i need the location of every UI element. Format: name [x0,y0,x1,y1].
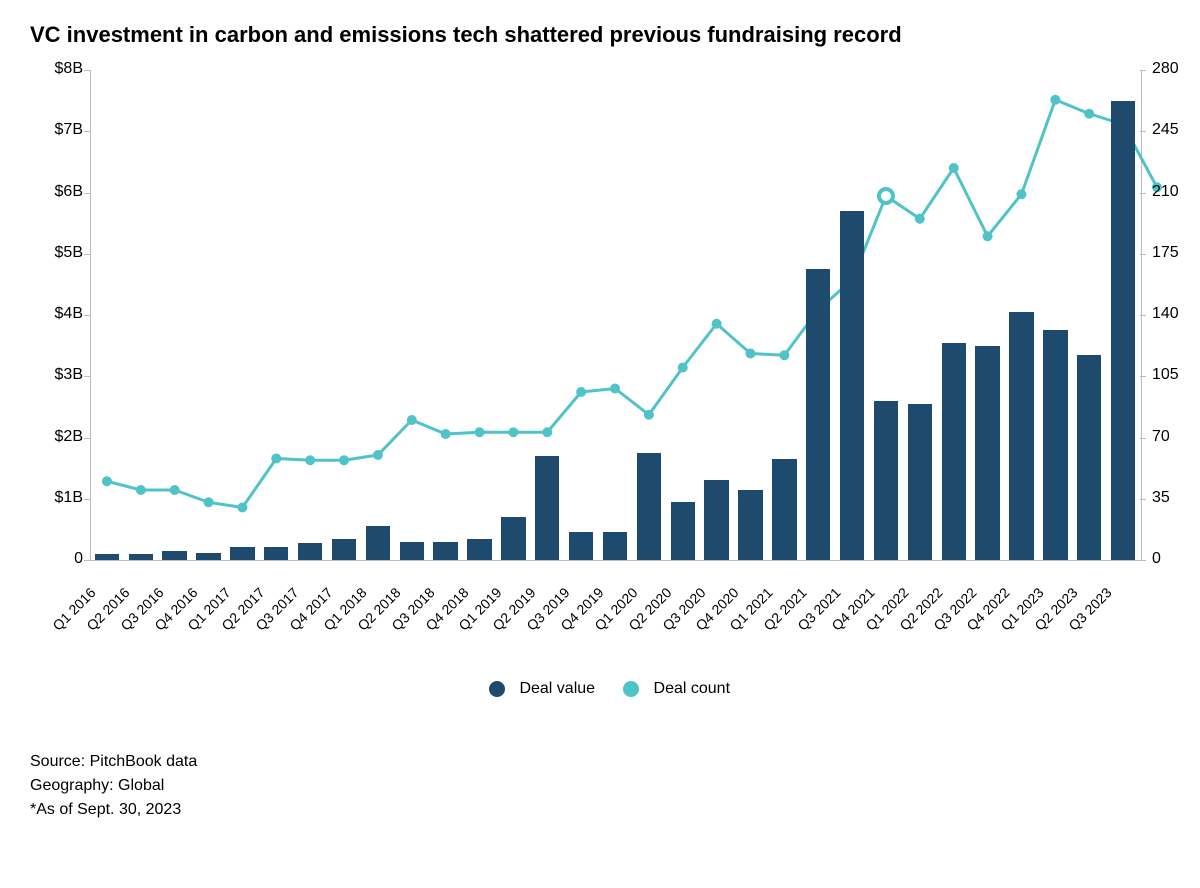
bar [942,343,966,560]
bar [95,554,119,560]
legend-swatch-line [623,681,639,697]
y-right-tick-label: 70 [1152,428,1200,446]
y-left-tick-label: $8B [28,60,83,78]
bar [874,401,898,560]
bar [772,459,796,560]
y-left-tick-label: $6B [28,183,83,201]
bar [637,453,661,560]
footer-source: Source: PitchBook data [30,750,197,774]
bar [704,480,728,560]
bar [433,542,457,560]
bar [840,211,864,560]
bar [603,532,627,560]
legend-item-deal-value: Deal value [489,680,595,698]
y-left-tick-label: $2B [28,428,83,446]
y-right-tick-label: 210 [1152,183,1200,201]
chart-title: VC investment in carbon and emissions te… [30,22,902,48]
y-right-tick-label: 175 [1152,244,1200,262]
bar [400,542,424,560]
chart-legend: Deal value Deal count [489,680,730,698]
bar [1111,101,1135,560]
footer-asof: *As of Sept. 30, 2023 [30,798,197,822]
bar [298,543,322,560]
y-right-tick-label: 245 [1152,121,1200,139]
bar [196,553,220,560]
y-left-tick-label: $4B [28,305,83,323]
y-right-tick-label: 280 [1152,60,1200,78]
chart-container: VC investment in carbon and emissions te… [0,0,1200,888]
bar [230,547,254,560]
y-right-tick-label: 105 [1152,366,1200,384]
y-left-tick-label: $7B [28,121,83,139]
bar [1077,355,1101,560]
bar [806,269,830,560]
bar [671,502,695,560]
y-right-tick-label: 35 [1152,489,1200,507]
y-right-tick-label: 140 [1152,305,1200,323]
bar [501,517,525,560]
bar [1043,330,1067,560]
bar [332,539,356,560]
legend-item-deal-count: Deal count [623,680,730,698]
bar [1009,312,1033,560]
bar [975,346,999,560]
bar [569,532,593,560]
y-right-tick-label: 0 [1152,550,1200,568]
bar [264,547,288,560]
bar [129,554,153,560]
y-left-tick-label: 0 [28,550,83,568]
bar [162,551,186,560]
y-left-tick-label: $1B [28,489,83,507]
bar [535,456,559,560]
bar [366,526,390,560]
bar [908,404,932,560]
footer-geography: Geography: Global [30,774,197,798]
legend-label-deal-value: Deal value [519,680,595,697]
legend-swatch-bar [489,681,505,697]
chart-footer: Source: PitchBook data Geography: Global… [30,750,197,822]
y-left-tick-label: $3B [28,366,83,384]
bar [467,539,491,560]
legend-label-deal-count: Deal count [654,680,731,697]
bar [738,490,762,560]
y-left-tick-label: $5B [28,244,83,262]
